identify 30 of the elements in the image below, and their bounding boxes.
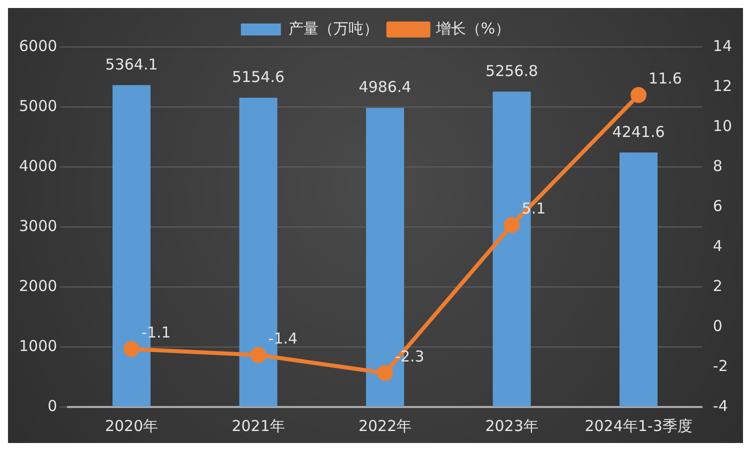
data-label: 11.6 (648, 69, 682, 88)
data-label: 4986.4 (358, 78, 412, 96)
y2-tick-label: 2 (712, 276, 722, 295)
y-tick-label: 0 (48, 396, 58, 415)
y2-tick-label: 4 (712, 236, 722, 255)
x-tick-label: 2022年 (358, 416, 412, 435)
x-tick-label: 2020年 (104, 416, 158, 435)
y-tick-label: 1000 (18, 336, 58, 355)
y2-tick-label: -4 (712, 396, 728, 415)
legend-label: 增长（%） (434, 19, 510, 38)
y-tick-label: 2000 (18, 276, 58, 295)
y2-tick-label: 12 (712, 76, 732, 95)
legend-label: 产量（万吨） (288, 19, 378, 38)
y-tick-label: 3000 (18, 216, 58, 235)
y2-tick-label: 0 (712, 316, 722, 335)
y-tick-label: 5000 (18, 96, 58, 115)
y-tick-label: 6000 (18, 36, 58, 55)
y-tick-label: 4000 (18, 156, 58, 175)
y2-tick-label: 8 (712, 156, 722, 175)
y2-tick-label: 14 (712, 36, 732, 55)
data-label: 4241.6 (612, 122, 665, 141)
data-label: 5364.1 (105, 56, 158, 74)
data-label: 5154.6 (232, 68, 285, 86)
x-tick-label: 2023年 (485, 416, 538, 435)
y2-tick-label: 6 (712, 196, 722, 215)
y2-tick-label: -2 (712, 356, 728, 375)
y2-tick-label: 10 (712, 116, 732, 135)
data-label: 5256.8 (486, 62, 538, 80)
x-tick-label: 2021年 (232, 416, 285, 435)
x-tick-label: 2024年1-3季度 (584, 416, 692, 435)
